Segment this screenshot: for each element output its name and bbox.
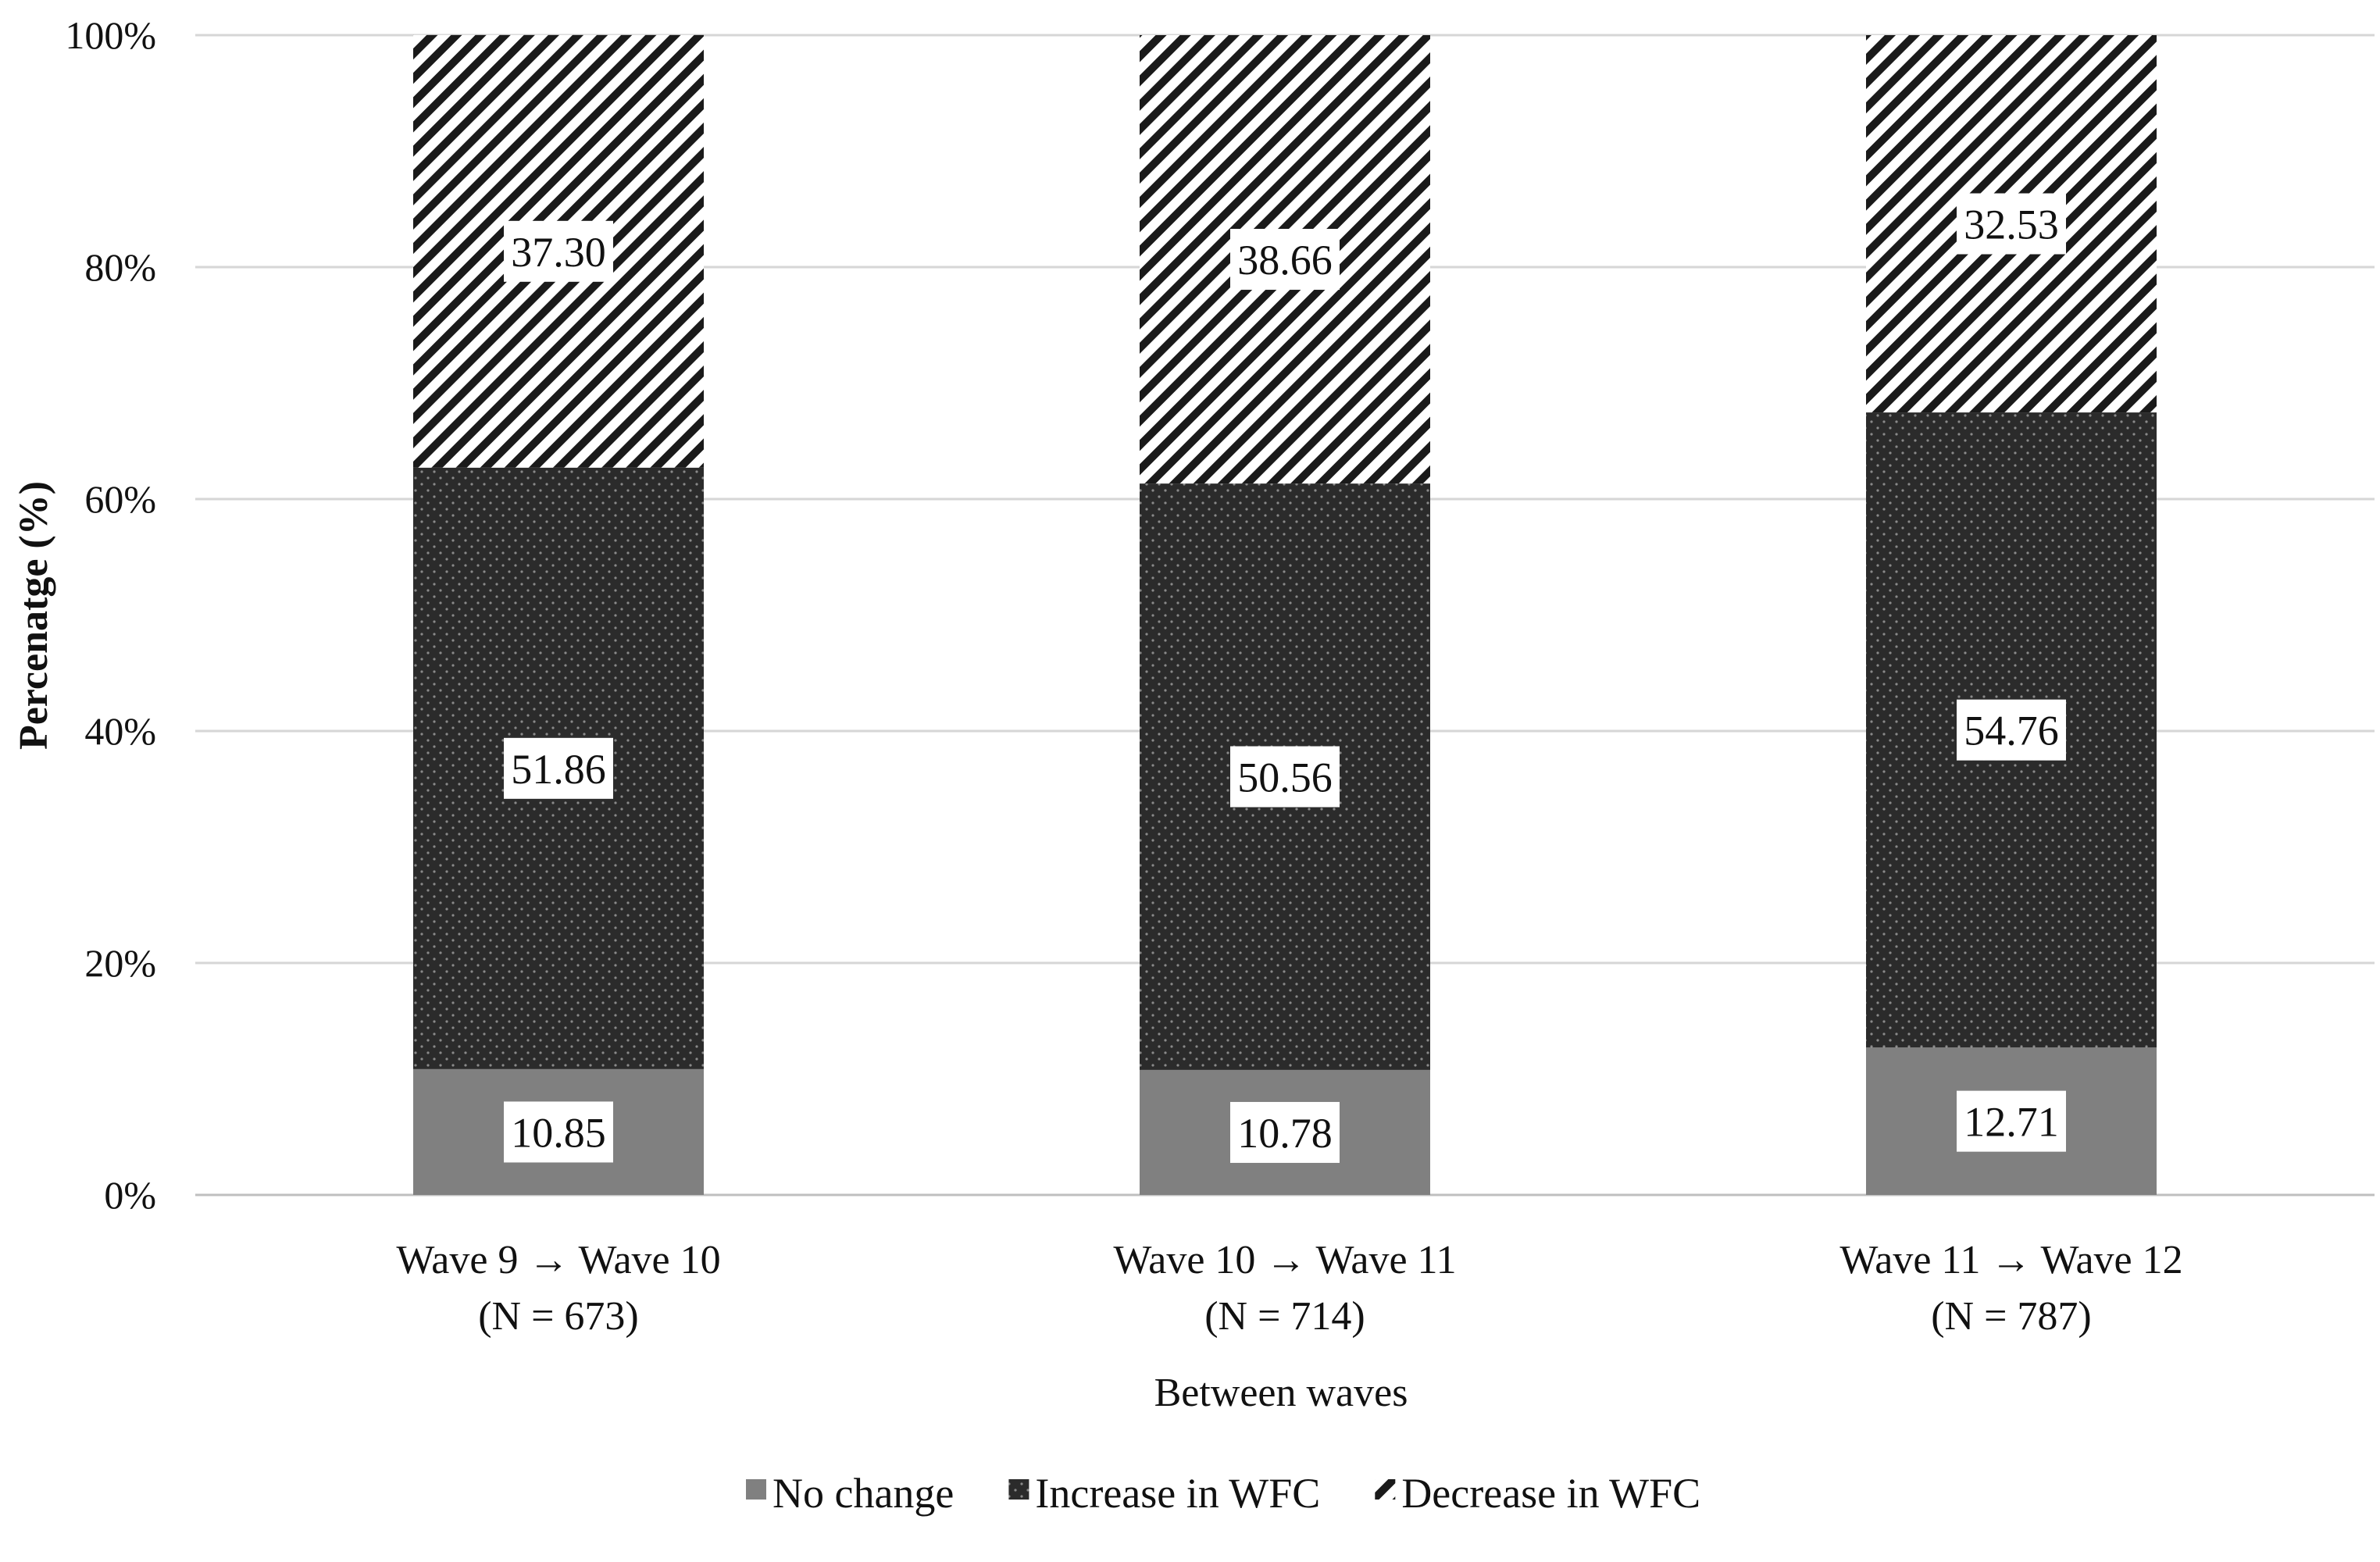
data-label-box <box>1957 1090 2066 1152</box>
x-category-label: (N = 787) <box>1931 1294 2092 1339</box>
legend-swatch <box>1375 1479 1396 1500</box>
data-label: 51.86 <box>511 746 606 793</box>
y-tick-label: 100% <box>65 13 156 57</box>
y-axis-ticks: 0% 20% 40% 60% 80% 100% <box>65 13 156 1217</box>
data-label: 37.30 <box>511 229 606 276</box>
x-axis-title: Between waves <box>1154 1371 1408 1415</box>
data-label-box <box>504 737 613 799</box>
data-label-box <box>504 1101 613 1163</box>
y-tick-label: 60% <box>84 477 156 521</box>
legend-label: Increase in WFC <box>1035 1470 1320 1517</box>
legend-label: No change <box>773 1470 954 1517</box>
y-axis-title: Percenatge (%) <box>12 481 56 750</box>
data-label: 10.85 <box>511 1109 606 1156</box>
data-label: 38.66 <box>1237 237 1333 284</box>
y-tick-label: 20% <box>84 941 156 985</box>
x-category-label: Wave 9 → Wave 10 <box>396 1238 720 1282</box>
y-tick-label: 0% <box>104 1173 156 1217</box>
x-category-label: (N = 714) <box>1204 1294 1365 1339</box>
x-axis-categories: Wave 9 → Wave 10 (N = 673) Wave 10 → Wave … <box>396 1238 2182 1339</box>
legend: No change Increase in WFC Decrease in WFC <box>746 1470 1700 1517</box>
legend-swatch <box>1008 1479 1029 1500</box>
data-label-box <box>1957 193 2066 255</box>
legend-label: Decrease in WFC <box>1401 1470 1700 1517</box>
data-labels: 10.85 51.86 37.30 10.78 50.56 38.66 12.71 54.76… <box>504 193 2066 1163</box>
data-label-box <box>1957 699 2066 761</box>
x-category-label: (N = 673) <box>478 1294 639 1339</box>
data-label: 32.53 <box>1964 201 2059 248</box>
data-label: 50.56 <box>1237 754 1333 801</box>
data-label-box <box>504 220 613 282</box>
bars <box>413 34 2157 1195</box>
data-label: 12.71 <box>1964 1099 2059 1146</box>
data-label-box <box>1230 746 1340 808</box>
x-category-label: Wave 11 → Wave 12 <box>1839 1238 2182 1282</box>
data-label: 54.76 <box>1964 708 2059 754</box>
data-label: 10.78 <box>1237 1110 1333 1157</box>
y-tick-label: 40% <box>84 709 156 753</box>
y-tick-label: 80% <box>84 245 156 289</box>
data-label-box <box>1230 1101 1340 1163</box>
data-label-box <box>1230 229 1340 291</box>
x-category-label: Wave 10 → Wave 11 <box>1113 1238 1456 1282</box>
legend-swatch <box>746 1479 766 1500</box>
